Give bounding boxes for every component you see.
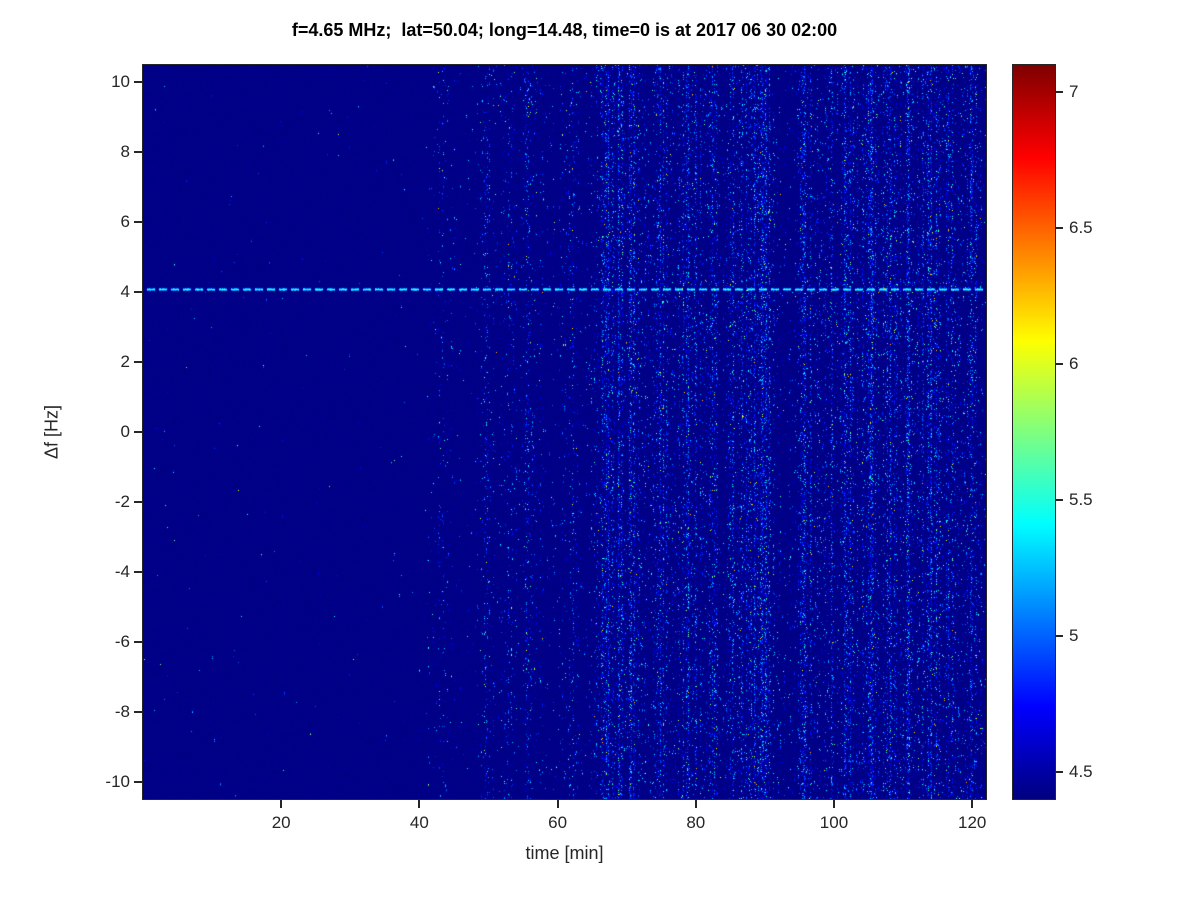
- y-tick-label: 10: [111, 72, 130, 92]
- colorbar-tick-label: 6.5: [1069, 218, 1093, 238]
- colorbar-tick-label: 4.5: [1069, 761, 1093, 781]
- heatmap-canvas: [142, 64, 987, 800]
- colorbar-tick-mark: [1056, 498, 1063, 501]
- y-tick-label: 0: [120, 422, 130, 441]
- chart-title: f=4.65 MHz; lat=50.04; long=14.48, time=…: [291, 20, 838, 40]
- colorbar-tick-mark: [1056, 634, 1063, 637]
- x-tick-label: 120: [957, 813, 987, 832]
- colorbar-tick-label: 7: [1069, 82, 1079, 102]
- y-tick-mark: [134, 361, 142, 364]
- y-tick-mark: [134, 780, 142, 783]
- y-tick-label: 6: [120, 212, 130, 232]
- colorbar-tick-label: 5: [1069, 625, 1079, 645]
- y-tick-label: -6: [114, 631, 130, 651]
- x-tick-label: 80: [686, 813, 706, 832]
- colorbar-tick-label: 6: [1069, 354, 1079, 374]
- colorbar-tick-mark: [1056, 227, 1063, 230]
- y-tick-label: 8: [120, 142, 130, 162]
- y-tick-label: -4: [114, 561, 130, 581]
- colorbar-tick-mark: [1056, 770, 1063, 773]
- y-tick-label: -2: [114, 491, 130, 511]
- colorbar-gradient: [1012, 64, 1056, 800]
- x-tick-mark: [694, 800, 697, 808]
- y-tick-label: -8: [114, 701, 130, 721]
- x-tick-mark: [832, 800, 835, 808]
- x-tick-mark: [280, 800, 283, 808]
- y-axis-label: Δf [Hz]: [41, 404, 62, 460]
- x-tick-label: 20: [271, 813, 291, 832]
- y-tick-mark: [134, 640, 142, 643]
- x-tick-label: 60: [548, 813, 568, 832]
- x-tick-mark: [971, 800, 974, 808]
- y-tick-mark: [134, 570, 142, 573]
- y-tick-label: 2: [120, 352, 130, 372]
- y-tick-mark: [134, 151, 142, 154]
- y-tick-mark: [134, 500, 142, 503]
- y-tick-mark: [134, 221, 142, 224]
- x-tick-mark: [556, 800, 559, 808]
- x-axis-label: time [min]: [525, 843, 604, 863]
- colorbar-tick-mark: [1056, 91, 1063, 94]
- x-tick-label: 100: [819, 813, 849, 832]
- x-tick-mark: [418, 800, 421, 808]
- y-tick-mark: [134, 81, 142, 84]
- y-tick-label: 4: [120, 282, 130, 302]
- colorbar-tick-mark: [1056, 363, 1063, 366]
- colorbar-tick-label: 5.5: [1069, 489, 1093, 509]
- y-tick-mark: [134, 710, 142, 713]
- x-tick-label: 40: [409, 813, 429, 832]
- y-tick-mark: [134, 431, 142, 433]
- y-tick-mark: [134, 291, 142, 294]
- y-tick-label: -10: [105, 771, 130, 791]
